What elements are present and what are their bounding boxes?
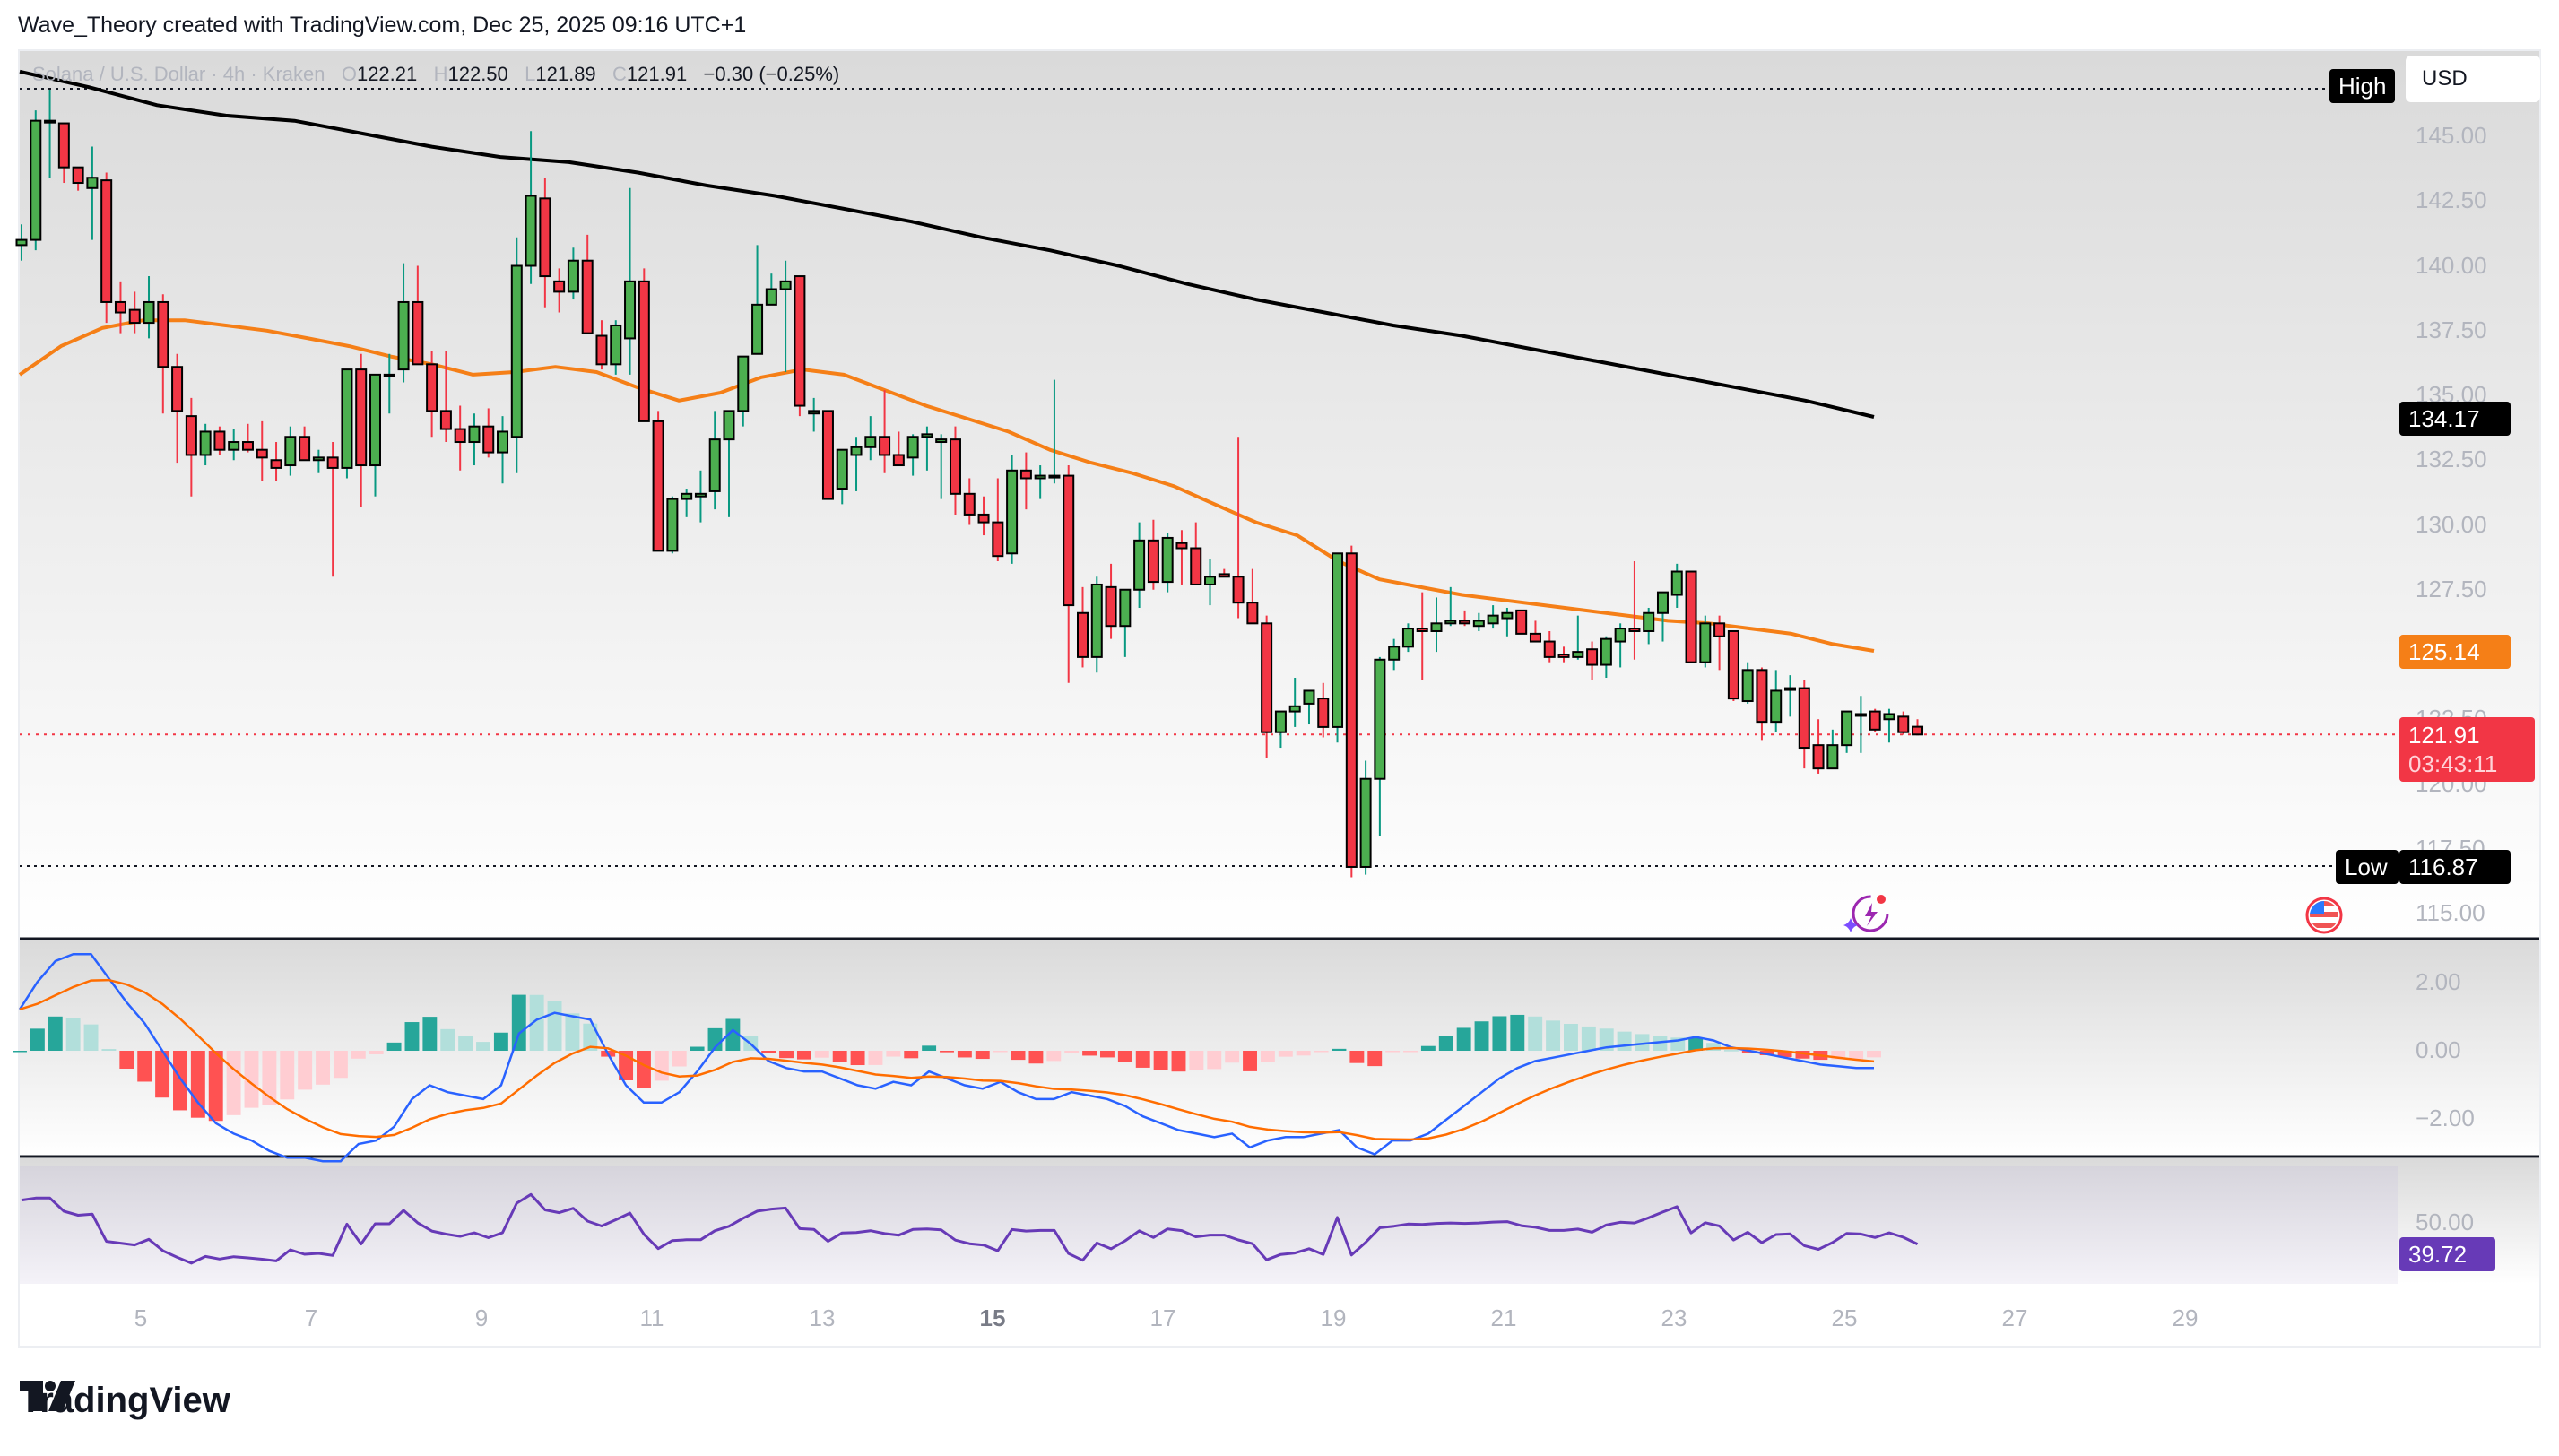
last-price: 121.91 xyxy=(2408,722,2480,749)
price-axis-tick: 115.00 xyxy=(2416,899,2485,926)
rsi-value-tag: 39.72 xyxy=(2399,1237,2495,1271)
symbol-name: Solana / U.S. Dollar · 4h · Kraken xyxy=(32,63,325,85)
close-value: 121.91 xyxy=(626,63,688,85)
time-axis-tick: 9 xyxy=(474,1304,489,1331)
price-axis-tick: 145.00 xyxy=(2416,122,2487,149)
time-axis-tick: 23 xyxy=(1661,1304,1687,1331)
currency-selector[interactable]: USD xyxy=(2406,56,2540,102)
macd-axis-tick: 2.00 xyxy=(2416,968,2461,995)
time-axis-tick: 13 xyxy=(809,1304,836,1331)
time-axis-tick: 21 xyxy=(1490,1304,1517,1331)
ai-insights-icon[interactable] xyxy=(1840,892,1894,937)
ema50-price-tag: 125.14 xyxy=(2399,635,2511,669)
open-value: 122.21 xyxy=(356,63,418,85)
tradingview-logo[interactable]: TradingView xyxy=(20,1381,230,1421)
time-axis-tick: 15 xyxy=(979,1304,1006,1331)
time-axis-tick: 5 xyxy=(134,1304,148,1331)
price-axis-tick: 140.00 xyxy=(2416,251,2487,279)
high-marker: High xyxy=(2329,69,2396,103)
price-axis-tick: 130.00 xyxy=(2416,510,2487,538)
us-flag-event-icon[interactable] xyxy=(2304,896,2344,935)
ema200-price-tag: 134.17 xyxy=(2399,402,2511,436)
macd-axis-tick: −2.00 xyxy=(2416,1105,2475,1131)
time-axis-tick: 27 xyxy=(2001,1304,2028,1331)
price-axis-tick: 137.50 xyxy=(2416,316,2487,343)
change-value: −0.30 (−0.25%) xyxy=(703,63,840,85)
time-axis-tick: 17 xyxy=(1149,1304,1176,1331)
low-price-tag: 116.87 xyxy=(2399,850,2511,884)
price-axis-tick: 127.50 xyxy=(2416,575,2487,602)
price-axis-tick: 142.50 xyxy=(2416,186,2487,214)
last-price-tag: 121.91 03:43:11 xyxy=(2399,717,2535,782)
time-axis-tick: 11 xyxy=(639,1304,664,1331)
low-marker-label: Low xyxy=(2336,850,2399,884)
time-axis-tick: 25 xyxy=(1831,1304,1858,1331)
tradingview-logo-icon xyxy=(20,1381,75,1411)
price-axis-tick: 132.50 xyxy=(2416,446,2487,473)
rsi-axis-tick: 50.00 xyxy=(2416,1209,2475,1235)
high-value: 122.50 xyxy=(447,63,508,85)
time-axis-tick: 29 xyxy=(2172,1304,2199,1331)
macd-axis-tick: 0.00 xyxy=(2416,1036,2461,1063)
time-axis-tick: 19 xyxy=(1320,1304,1347,1331)
bar-countdown: 03:43:11 xyxy=(2408,750,2498,777)
low-value: 121.89 xyxy=(535,63,596,85)
time-axis-tick: 7 xyxy=(304,1304,318,1331)
symbol-legend: Solana / U.S. Dollar · 4h · Kraken O122.… xyxy=(32,63,840,85)
chart-attribution: Wave_Theory created with TradingView.com… xyxy=(18,13,747,38)
